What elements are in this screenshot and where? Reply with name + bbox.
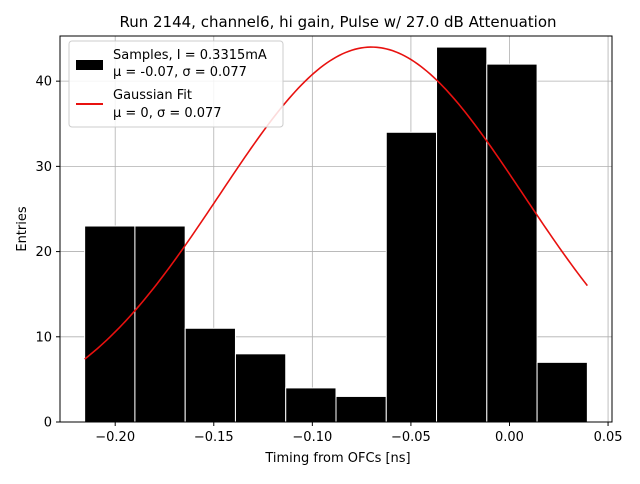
- y-axis-label: Entries: [15, 206, 30, 252]
- y-axis: 0 10 20 30 40: [35, 75, 60, 431]
- histogram-bar-0: [84, 225, 136, 423]
- bars-layer: [84, 46, 588, 423]
- gaussian-fit-curve: [84, 46, 588, 360]
- histogram-bar-9: [536, 361, 588, 423]
- y-tick-label-1: 10: [35, 330, 52, 345]
- x-tick-label-0: −0.20: [95, 430, 135, 445]
- histogram-bar-7: [436, 46, 488, 423]
- histogram-bar-6: [385, 131, 438, 423]
- histogram-bar-1: [134, 225, 186, 423]
- histogram-bar-8: [486, 63, 538, 423]
- x-tick-label-4: 0.00: [495, 430, 524, 445]
- y-tick-label-4: 40: [35, 75, 52, 90]
- x-tick-label-1: −0.15: [194, 430, 234, 445]
- legend-fit-label: Gaussian Fit: [113, 88, 192, 103]
- histogram-bar-5: [335, 395, 387, 423]
- x-axis-label: Timing from OFCs [ns]: [264, 451, 410, 466]
- x-tick-label-2: −0.10: [292, 430, 332, 445]
- chart-title: Run 2144, channel6, hi gain, Pulse w/ 27…: [119, 13, 556, 31]
- plot-frame: [59, 35, 613, 423]
- legend-samples-stats: μ = -0.07, σ = 0.077: [113, 65, 247, 80]
- legend-samples-swatch: [76, 60, 103, 70]
- legend-fit-stats: μ = 0, σ = 0.077: [113, 106, 222, 121]
- x-axis: −0.20 −0.15 −0.10 −0.05 0.00 0.05: [95, 422, 623, 445]
- histogram-bar-3: [234, 353, 287, 423]
- x-tick-label-3: −0.05: [391, 430, 431, 445]
- legend-box: [68, 40, 284, 128]
- histogram-bar-4: [285, 387, 337, 423]
- legend-samples-label: Samples, I = 0.3315mA: [113, 48, 267, 63]
- y-tick-label-3: 30: [35, 160, 52, 175]
- histogram-bar-2: [184, 327, 236, 423]
- y-tick-label-2: 20: [35, 245, 52, 260]
- x-tick-label-5: 0.05: [594, 430, 623, 445]
- y-tick-label-0: 0: [44, 416, 52, 431]
- legend: Samples, I = 0.3315mA μ = -0.07, σ = 0.0…: [68, 40, 284, 128]
- fit-layer: [84, 46, 588, 360]
